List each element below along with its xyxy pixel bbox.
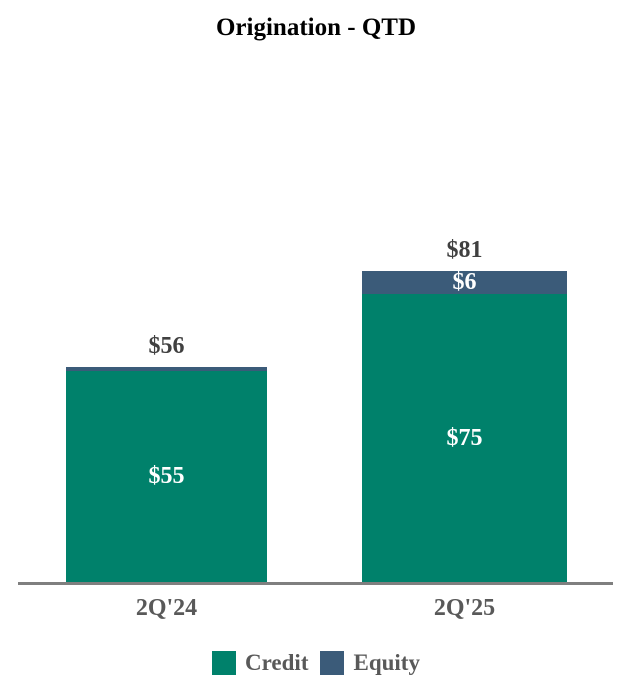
legend: Credit Equity (0, 650, 632, 676)
bar-2q25: $81 $6 $75 (362, 237, 567, 582)
x-axis-line (18, 582, 613, 585)
plot-area: $56 $55 $81 $6 $75 (18, 237, 613, 585)
segment-label-credit-2q25: $75 (446, 425, 483, 451)
segment-credit-2q25: $75 (362, 294, 567, 582)
x-tick-label-2q25: 2Q'25 (433, 595, 496, 621)
total-label-2q25: $81 (446, 236, 483, 263)
total-label-2q24: $56 (148, 332, 185, 359)
legend-swatch-credit-icon (212, 651, 237, 675)
legend-item-credit: Credit (212, 650, 308, 676)
chart-title: Origination - QTD (215, 14, 416, 41)
segment-label-credit-2q24: $55 (148, 463, 185, 490)
legend-swatch-equity-icon (320, 651, 345, 675)
x-tick-label-2q24: 2Q'24 (135, 595, 198, 621)
legend-label-equity: Equity (353, 650, 420, 675)
segment-equity-2q25: $6 (362, 269, 567, 296)
segment-equity-2q24 (66, 366, 267, 371)
segment-credit-2q24: $55 (66, 370, 267, 582)
segment-label-equity-2q25: $6 (452, 269, 477, 296)
legend-label-credit: Credit (245, 650, 309, 675)
legend-item-equity: Equity (320, 650, 420, 676)
bar-2q24: $56 $55 (66, 333, 267, 582)
